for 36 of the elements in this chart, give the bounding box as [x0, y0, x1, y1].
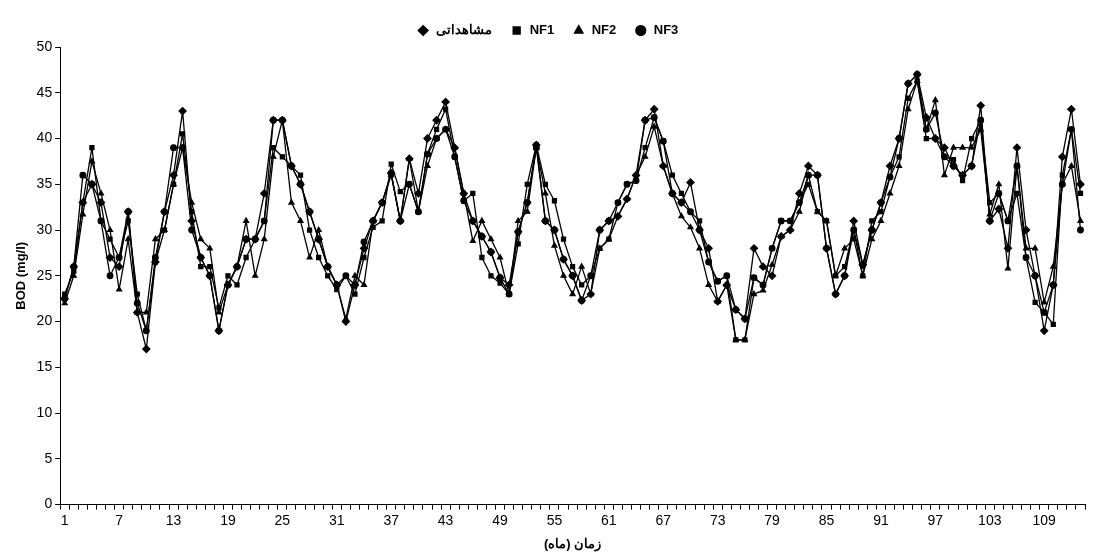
x-tick-label: 97	[927, 511, 944, 528]
x-tick-label: 85	[818, 511, 835, 528]
legend-label: NF1	[529, 22, 555, 38]
x-tick-label: 79	[764, 511, 781, 528]
y-axis-title: BOD (mg/l)	[13, 241, 29, 310]
y-tick-label: 50	[36, 37, 53, 54]
y-tick-label: 45	[36, 83, 53, 100]
y-tick-label: 40	[36, 129, 53, 146]
x-tick-label: 25	[274, 511, 291, 528]
x-tick-label: 49	[492, 511, 509, 528]
x-tick-label: 43	[437, 511, 454, 528]
y-tick-label: 20	[36, 312, 53, 329]
x-tick-label: 37	[383, 511, 400, 528]
y-tick-label: 30	[36, 220, 53, 237]
x-tick-label: 31	[329, 511, 345, 528]
y-tick-label: 0	[44, 495, 53, 512]
x-tick-label: 19	[220, 511, 236, 528]
x-tick-label: 61	[601, 511, 617, 528]
x-tick-label: 67	[655, 511, 672, 528]
legend-label: مشاهداتی	[436, 22, 493, 38]
x-axis-title: زمان (ماه)	[543, 535, 602, 552]
x-tick-label: 91	[873, 511, 889, 528]
x-tick-label: 55	[546, 511, 563, 528]
y-tick-label: 5	[44, 449, 53, 466]
legend-label: NF3	[653, 22, 679, 38]
x-tick-label: 13	[165, 511, 182, 528]
y-tick-label: 10	[36, 403, 53, 420]
x-tick-label: 109	[1032, 511, 1057, 528]
y-tick-label: 15	[36, 358, 53, 375]
y-tick-label: 35	[36, 175, 53, 192]
x-tick-label: 1	[60, 511, 69, 528]
x-tick-label: 73	[709, 511, 726, 528]
x-tick-label: 7	[115, 511, 124, 528]
x-tick-label: 103	[978, 511, 1002, 528]
y-tick-label: 25	[36, 266, 53, 283]
legend-label: NF2	[591, 22, 617, 38]
